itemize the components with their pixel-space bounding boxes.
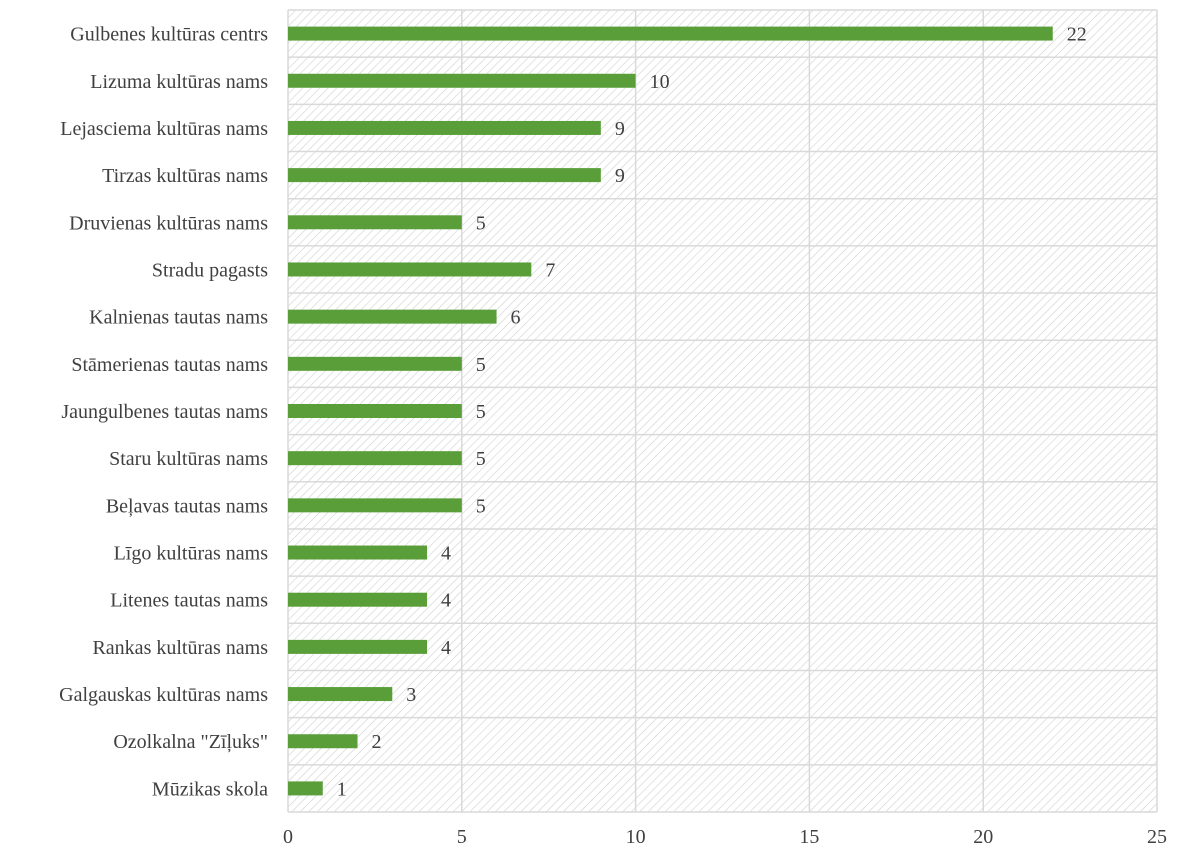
bar: [288, 545, 428, 560]
category-label: Lejasciema kultūras nams: [60, 118, 268, 140]
bar: [288, 592, 428, 607]
bar: [288, 26, 1053, 41]
data-label: 22: [1067, 24, 1087, 46]
category-label: Kalnienas tautas nams: [89, 307, 268, 329]
bar: [288, 687, 393, 702]
data-label: 4: [441, 543, 451, 565]
category-label: Tirzas kultūras nams: [102, 165, 268, 187]
data-label: 5: [476, 448, 486, 470]
category-label: Druvienas kultūras nams: [69, 212, 268, 234]
bar: [288, 498, 462, 513]
bar: [288, 215, 462, 230]
category-label: Galgauskas kultūras nams: [59, 684, 268, 706]
bar: [288, 781, 323, 796]
data-labels: 22 10 9 9 5 7 6 5 5 5 5 4 4 4 3 2 1: [337, 24, 1087, 801]
bar: [288, 120, 601, 135]
x-tick-label: 5: [457, 826, 467, 848]
bar: [288, 404, 462, 418]
data-label: 9: [615, 118, 625, 140]
category-label: Gulbenes kultūras centrs: [70, 24, 268, 46]
data-label: 7: [545, 259, 555, 281]
data-label: 4: [441, 590, 451, 612]
data-label: 5: [476, 354, 486, 376]
category-label: Mūzikas skola: [152, 778, 268, 800]
bar: [288, 168, 601, 183]
data-label: 3: [406, 684, 416, 706]
category-label: Stradu pagasts: [152, 259, 268, 281]
category-label: Jaungulbenes tautas nams: [61, 401, 268, 423]
bar: [288, 73, 636, 88]
x-tick-label: 10: [626, 826, 646, 848]
data-label: 5: [476, 212, 486, 234]
bar: [288, 309, 497, 324]
x-tick-label: 0: [283, 826, 293, 848]
bar: [288, 734, 358, 749]
gridlines: [287, 9, 1158, 813]
bar: [288, 639, 428, 654]
bar: [288, 451, 462, 466]
bar: [288, 356, 462, 371]
x-tick-label: 25: [1147, 826, 1167, 848]
data-label: 1: [337, 778, 347, 800]
x-axis-ticks: 0 5 10 15 20 25: [283, 826, 1167, 848]
data-label: 6: [511, 307, 521, 329]
category-labels: Gulbenes kultūras centrs Lizuma kultūras …: [59, 24, 268, 801]
data-label: 5: [476, 401, 486, 423]
category-label: Ozolkalna "Zīļuks": [113, 731, 268, 753]
category-label: Beļavas tautas nams: [106, 495, 268, 517]
category-label: Līgo kultūras nams: [114, 543, 269, 565]
data-label: 4: [441, 637, 451, 659]
category-label: Lizuma kultūras nams: [90, 71, 268, 93]
bar: [288, 262, 532, 277]
data-label: 9: [615, 165, 625, 187]
x-tick-label: 15: [799, 826, 819, 848]
category-label: Rankas kultūras nams: [92, 637, 268, 659]
data-label: 5: [476, 495, 486, 517]
data-label: 10: [650, 71, 670, 93]
category-label: Litenes tautas nams: [110, 590, 268, 612]
data-label: 2: [372, 731, 382, 753]
x-tick-label: 20: [973, 826, 993, 848]
category-label: Stāmerienas tautas nams: [71, 354, 268, 376]
category-label: Staru kultūras nams: [109, 448, 268, 470]
bars: [288, 26, 1053, 796]
